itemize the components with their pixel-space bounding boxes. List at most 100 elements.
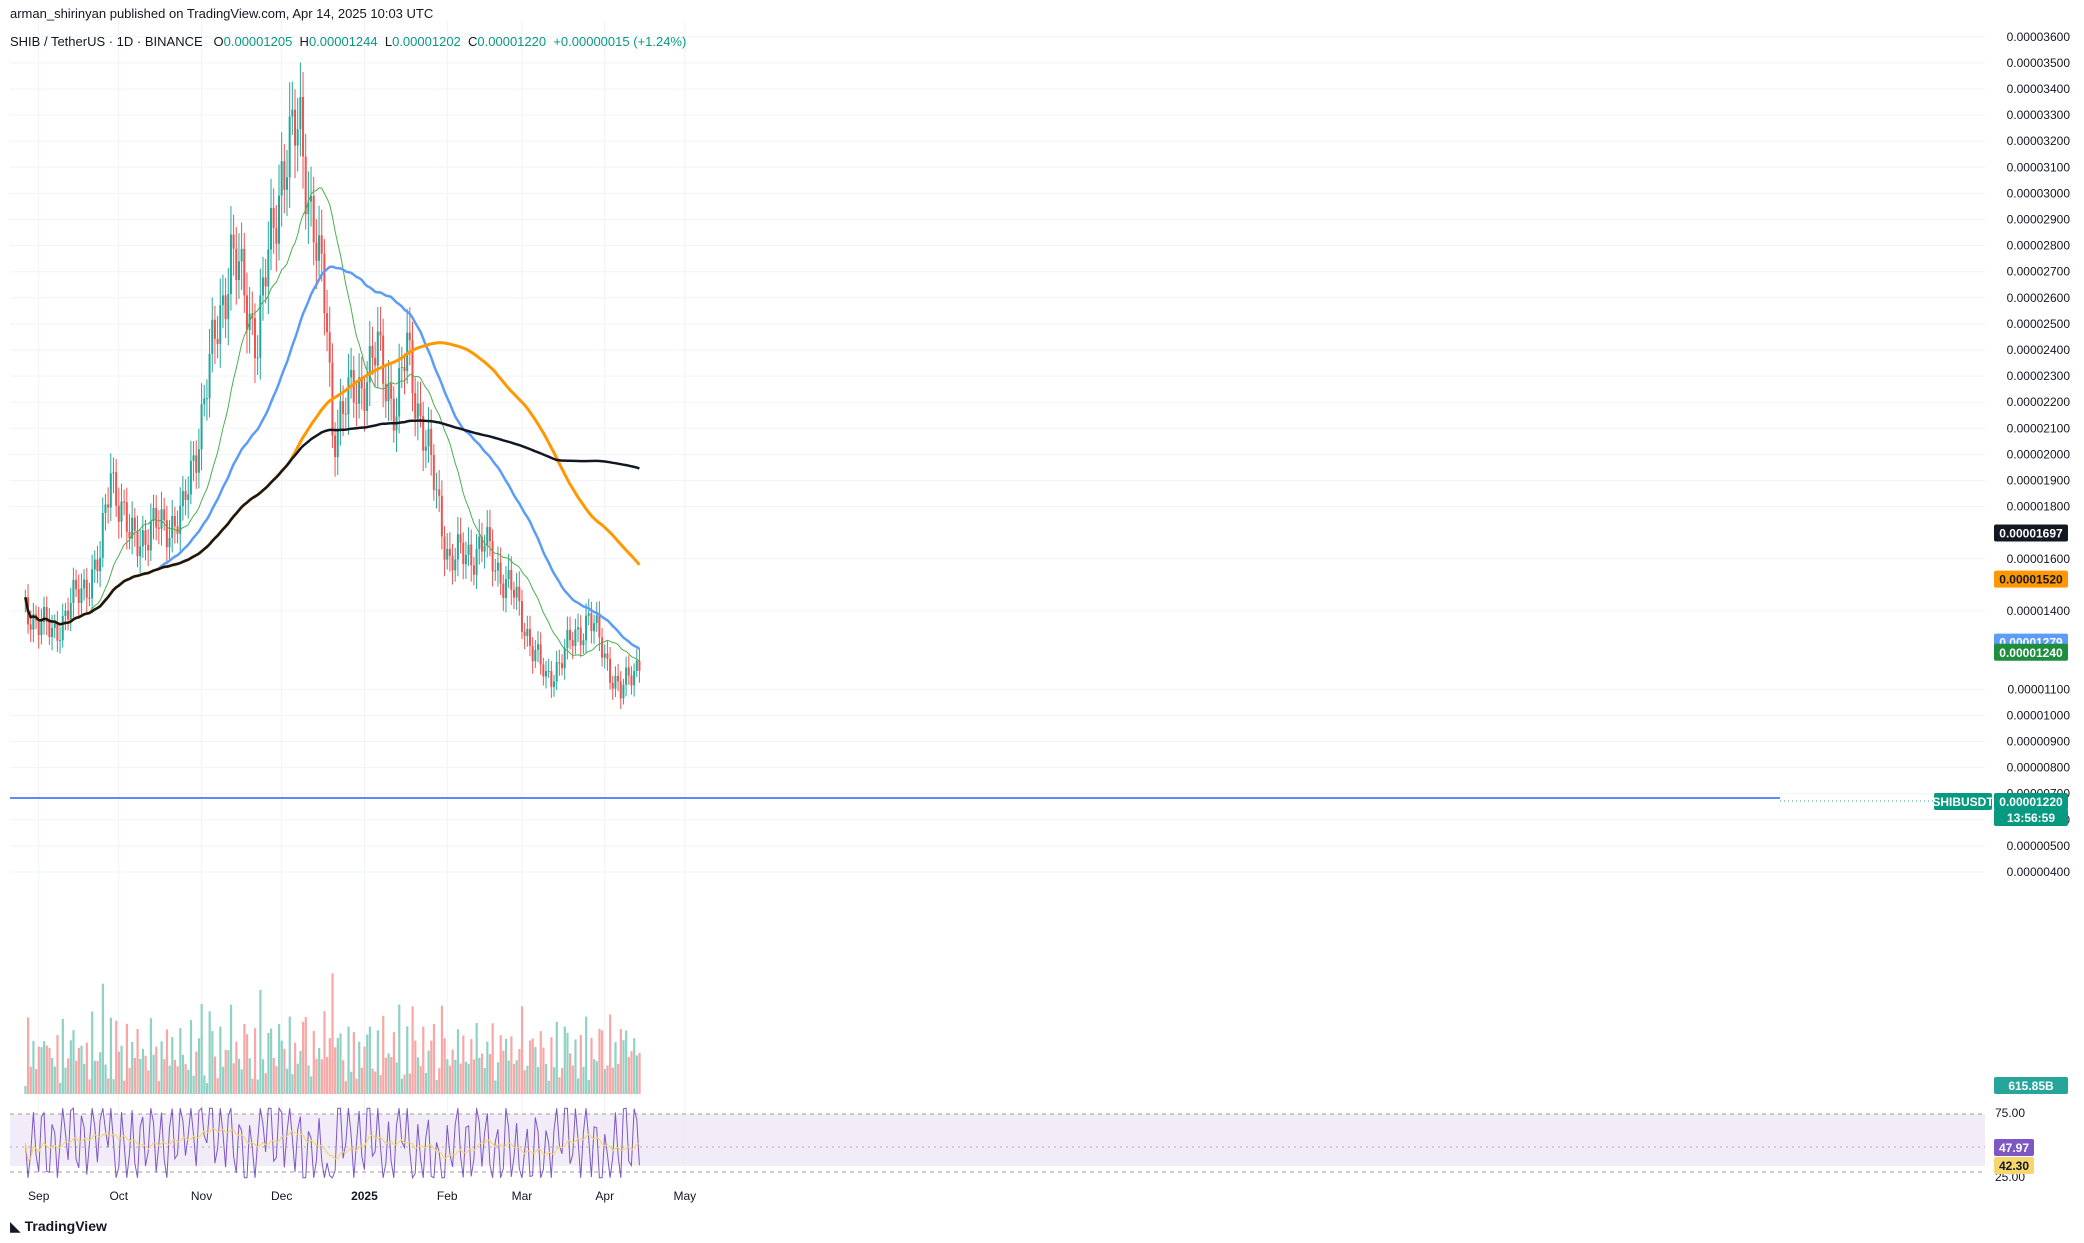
volume-bar bbox=[558, 1077, 561, 1094]
volume-bar bbox=[435, 1080, 438, 1094]
volume-bar bbox=[213, 1056, 217, 1094]
volume-bar bbox=[587, 1079, 590, 1094]
price-tick-label: 0.00002600 bbox=[2007, 291, 2071, 305]
volume-bar bbox=[224, 1049, 227, 1094]
volume-bar bbox=[189, 1019, 193, 1094]
price-tick-label: 0.00003400 bbox=[2007, 82, 2071, 96]
volume-bar bbox=[379, 1074, 382, 1094]
price-tick-label: 0.00001400 bbox=[2007, 604, 2071, 618]
candle-body bbox=[264, 277, 267, 287]
volume-bar bbox=[382, 1015, 385, 1094]
candle-body bbox=[347, 377, 350, 415]
candle-body bbox=[435, 489, 438, 491]
volume-bar bbox=[635, 1055, 638, 1094]
volume-bar bbox=[462, 1035, 465, 1094]
candle-body bbox=[344, 413, 347, 415]
volume-bar bbox=[448, 1065, 452, 1094]
price-tick-label: 0.00002000 bbox=[2007, 447, 2071, 461]
rsi-tick-label: 75.00 bbox=[1995, 1106, 2025, 1120]
volume-bar bbox=[40, 1047, 43, 1094]
candle-body bbox=[232, 234, 235, 249]
volume-bar bbox=[253, 1028, 257, 1094]
volume-bar bbox=[315, 1058, 318, 1094]
candle-body bbox=[115, 472, 118, 506]
volume-bar bbox=[352, 1032, 355, 1094]
candle-body bbox=[213, 319, 216, 339]
close-label: C bbox=[468, 34, 478, 49]
candle-body bbox=[107, 504, 110, 508]
candle-body bbox=[91, 569, 94, 599]
candle-body bbox=[480, 536, 483, 552]
rsi-ma-line bbox=[24, 1127, 640, 1162]
candle-body bbox=[326, 313, 329, 333]
candle-body bbox=[77, 589, 80, 603]
volume-bar bbox=[43, 1041, 46, 1094]
candle-body bbox=[192, 455, 195, 461]
candle-body bbox=[187, 494, 190, 500]
price-tick-label: 0.00000900 bbox=[2007, 735, 2071, 749]
candle-body bbox=[379, 331, 382, 336]
volume-bar bbox=[606, 1065, 609, 1094]
candle-body bbox=[539, 644, 542, 665]
candle-body bbox=[563, 647, 566, 669]
volume-bar bbox=[419, 1065, 422, 1094]
candle-body bbox=[29, 624, 32, 630]
tradingview-logo[interactable]: ◣ TradingView bbox=[10, 1218, 107, 1235]
tradingview-logo-icon: ◣ bbox=[10, 1218, 25, 1234]
price-tick-label: 0.00003100 bbox=[2007, 160, 2071, 174]
candle-body bbox=[200, 404, 203, 450]
low-label: L bbox=[384, 34, 393, 49]
candle-body bbox=[376, 331, 379, 366]
volume-bar bbox=[173, 1059, 177, 1094]
symbol-name[interactable]: SHIB / TetherUS · 1D · BINANCE bbox=[10, 34, 203, 49]
candle-body bbox=[467, 544, 470, 555]
volume-bar bbox=[181, 1054, 185, 1094]
volume-bar bbox=[593, 1059, 596, 1094]
volume-bar bbox=[187, 1069, 190, 1094]
candle-body bbox=[128, 531, 131, 539]
volume-bar bbox=[630, 1051, 633, 1094]
candle-body bbox=[56, 622, 59, 641]
candle-body bbox=[75, 579, 78, 590]
price-tick-label: 0.00000500 bbox=[2007, 839, 2071, 853]
candle-body bbox=[438, 489, 441, 496]
ma-20-badge-bg bbox=[1994, 643, 2068, 661]
candle-body bbox=[141, 530, 144, 547]
candle-body bbox=[561, 663, 564, 669]
candle-body bbox=[414, 393, 417, 419]
candle-body bbox=[176, 526, 179, 534]
volume-bar bbox=[408, 1073, 412, 1094]
candle-body bbox=[131, 517, 134, 539]
volume-bar bbox=[536, 1067, 540, 1094]
candle-body bbox=[625, 667, 628, 685]
volume-bar bbox=[320, 1059, 323, 1094]
candle-body bbox=[585, 615, 588, 641]
volume-bar bbox=[104, 1064, 107, 1094]
volume-bar bbox=[414, 1040, 417, 1094]
candle-body bbox=[536, 644, 539, 650]
candle-body bbox=[64, 610, 67, 616]
candle-body bbox=[219, 305, 222, 344]
volume-bar bbox=[221, 1066, 225, 1094]
candle-body bbox=[32, 614, 35, 630]
publisher-note: arman_shirinyan published on TradingView… bbox=[10, 6, 434, 21]
candle-body bbox=[496, 562, 499, 571]
candle-body bbox=[392, 398, 395, 431]
volume-bar bbox=[398, 1004, 401, 1094]
volume-bar bbox=[523, 1070, 526, 1094]
volume-bar bbox=[595, 1061, 598, 1094]
candle-body bbox=[93, 559, 96, 570]
candle-body bbox=[638, 660, 641, 671]
volume-bar bbox=[240, 1069, 243, 1094]
ma-200-line bbox=[24, 419, 640, 626]
rsi-value-badge: 47.97 bbox=[1999, 1141, 2029, 1155]
volume-bar bbox=[432, 1024, 436, 1094]
candle-body bbox=[614, 675, 617, 689]
time-axis: Sep Oct Nov Dec 2025 Feb Mar Apr May bbox=[28, 1189, 696, 1203]
candle-body bbox=[163, 509, 166, 521]
price-tick-label: 0.00003600 bbox=[2007, 30, 2071, 44]
candle-body bbox=[117, 505, 120, 522]
candle-body bbox=[502, 583, 505, 599]
volume-bar bbox=[358, 1041, 361, 1094]
